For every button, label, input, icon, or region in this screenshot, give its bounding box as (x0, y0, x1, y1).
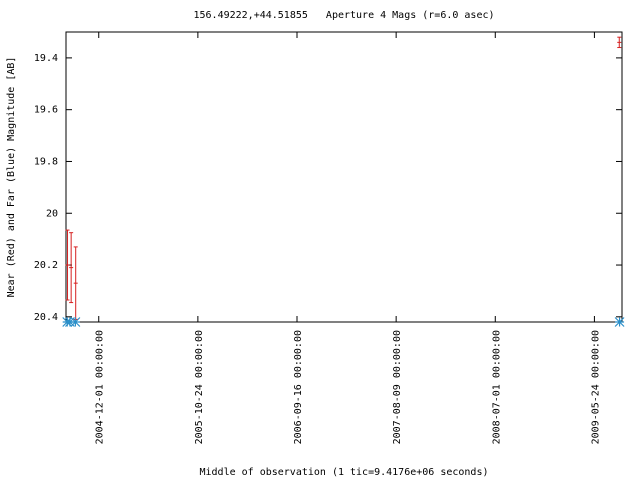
star-marker (70, 317, 81, 327)
y-axis-label: Near (Red) and Far (Blue) Magnitude [AB] (6, 57, 17, 298)
x-tick-label: 2009-05-24 00:00:00 (590, 330, 601, 444)
y-tick-label: 20.4 (34, 312, 58, 323)
error-bar (617, 36, 622, 49)
y-tick-label: 20.2 (34, 260, 58, 271)
x-tick-label: 2005-10-24 00:00:00 (194, 330, 205, 444)
error-bar (65, 229, 70, 301)
plot-frame (65, 31, 623, 323)
x-tick-label: 2006-09-16 00:00:00 (293, 330, 304, 444)
x-tick-label: 2004-12-01 00:00:00 (95, 330, 106, 444)
y-tick-label: 19.4 (34, 53, 58, 64)
error-bar (73, 246, 78, 320)
chart-title: 156.49222,+44.51855 Aperture 4 Mags (r=6… (193, 10, 494, 21)
error-bar (69, 232, 74, 304)
star-marker (65, 317, 75, 327)
y-tick-label: 20 (46, 208, 58, 219)
star-marker (614, 317, 625, 327)
y-tick-label: 19.8 (34, 156, 58, 167)
x-tick-label: 2007-08-09 00:00:00 (392, 330, 403, 444)
y-tick-label: 19.6 (34, 105, 58, 116)
x-tick-label: 2008-07-01 00:00:00 (491, 330, 502, 444)
x-axis-label: Middle of observation (1 tic=9.4176e+06 … (200, 467, 489, 478)
